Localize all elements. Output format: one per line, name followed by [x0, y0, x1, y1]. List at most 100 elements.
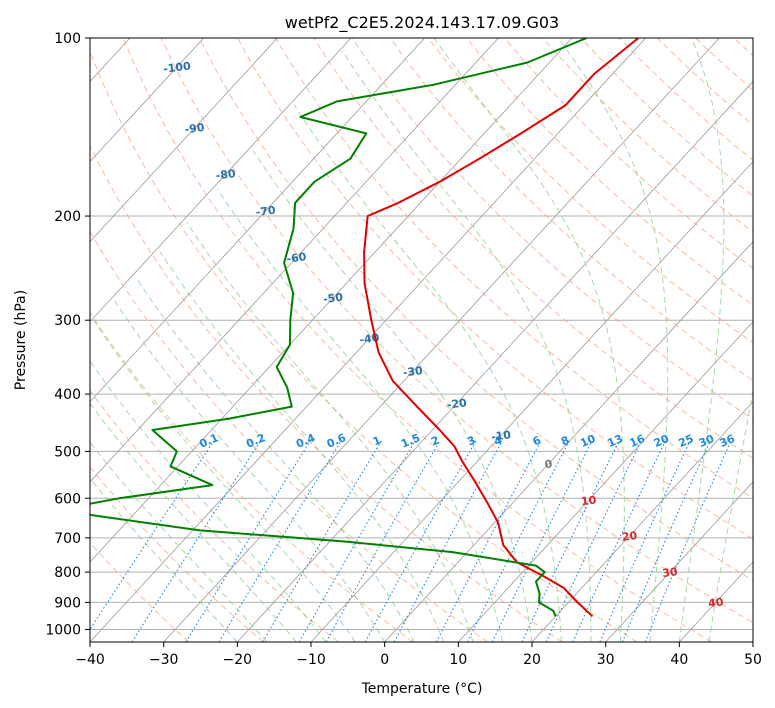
y-tick-label: 900: [54, 595, 81, 611]
temperature-profile-line: [363, 38, 639, 618]
mixing-ratio-label: 30: [697, 432, 716, 450]
moist-adiabat: [433, 38, 625, 642]
moist-adiabat: [186, 222, 474, 642]
mixing-ratio-label: 36: [718, 432, 737, 450]
mixing-ratio-line: [599, 440, 691, 642]
isotherm-label: -100: [162, 59, 191, 75]
dry-adiabat: [542, 38, 753, 233]
x-tick-label: −10: [296, 652, 326, 668]
y-tick-label: 600: [54, 491, 81, 507]
isotherm-label: -60: [286, 250, 308, 265]
y-tick-label: 200: [54, 209, 81, 225]
line-labels: 0.1 0.2 0.4 0.6 1 1.5 2 3 4 6 8 10 13 16 20 25 30 36-100-…: [162, 59, 737, 610]
moist-adiabat: [293, 105, 562, 642]
dry-adiabat: [504, 38, 753, 269]
y-axis-title: Pressure (hPa): [13, 290, 29, 390]
mixing-ratio-label: 0.1: [197, 431, 220, 451]
dry-adiabat: [90, 541, 190, 642]
mixing-ratio-line: [467, 440, 570, 642]
mixing-ratio-label: 2: [429, 434, 441, 449]
mixing-ratio-label: 0.6: [325, 431, 348, 451]
isotherm-line: [163, 38, 720, 642]
isotherm-label: -90: [184, 121, 206, 136]
isotherm-line: [752, 641, 753, 642]
mixing-ratio-label: 10: [578, 432, 597, 450]
dry-adiabat: [90, 49, 638, 642]
mixing-ratio-label: 0.4: [294, 431, 317, 451]
dry-adiabat: [275, 38, 753, 499]
dry-adiabat: [237, 38, 753, 540]
isotherm-line: [90, 38, 278, 243]
mixing-ratio-line: [364, 440, 477, 642]
isotherm-line: [90, 38, 499, 483]
dry-adiabat: [427, 38, 753, 344]
mixing-ratio-label: 13: [606, 432, 625, 450]
moist-adiabat: [341, 50, 592, 642]
isotherm-label: 20: [621, 529, 638, 544]
x-tick-label: 50: [744, 652, 762, 668]
dry-adiabat: [656, 38, 753, 126]
mixing-ratio-label: 20: [652, 432, 671, 450]
isotherm-label: -20: [446, 396, 468, 411]
isotherm-label: 40: [707, 595, 724, 610]
dry-adiabat: [90, 466, 264, 642]
isotherm-line: [90, 38, 425, 403]
mixing-ratio-line: [218, 440, 342, 642]
dry-adiabat: [313, 38, 753, 459]
x-tick-label: −30: [149, 652, 179, 668]
isotherm-line: [384, 241, 753, 642]
dry-adiabat: [90, 230, 488, 642]
mixing-ratio-line: [262, 440, 382, 642]
dewpoint-profile-line: [90, 38, 588, 617]
moist-adiabat: [217, 188, 503, 642]
isotherm-line: [531, 401, 753, 642]
mixing-ratio-line: [90, 440, 215, 631]
x-tick-label: −20: [223, 652, 253, 668]
dry-adiabat: [389, 38, 753, 382]
mixing-ratio-line: [491, 440, 593, 642]
moist-adiabat: [90, 360, 327, 642]
mixing-ratio-line: [644, 440, 732, 642]
moist-adiabat: [90, 402, 297, 642]
isotherm-line: [90, 38, 646, 642]
y-tick-label: 400: [54, 387, 81, 403]
y-tick-label: 700: [54, 531, 81, 547]
mixing-ratio-label: 1.5: [399, 431, 422, 451]
isotherm-line: [605, 481, 753, 642]
mixing-ratio-line: [325, 440, 441, 642]
moist-adiabat: [708, 388, 753, 642]
isotherm-line: [90, 38, 204, 163]
moist-adiabat: [159, 251, 445, 642]
dry-adiabat: [90, 389, 339, 642]
mixing-ratio-label: 16: [628, 432, 647, 450]
mixing-ratio-line: [131, 440, 261, 642]
isotherm-line: [679, 561, 753, 642]
axis-ticks: −40 −30 −20 −10 0 10 20 30 40 5010020030040050060…: [45, 31, 762, 668]
isotherm-line: [90, 38, 352, 323]
x-tick-label: 40: [670, 652, 688, 668]
mixing-ratio-label: 25: [676, 432, 695, 450]
chart-title: wetPf2_C2E5.2024.143.17.09.G03: [285, 13, 559, 33]
isotherm-label: 0: [544, 457, 554, 471]
mixing-ratio-line: [621, 440, 711, 642]
isotherm-label: -80: [215, 167, 237, 182]
dry-adiabat: [90, 144, 563, 642]
y-tick-label: 500: [54, 444, 81, 460]
x-tick-label: 30: [597, 652, 615, 668]
y-tick-label: 300: [54, 313, 81, 329]
mixing-ratio-line: [185, 440, 311, 642]
background-lines: [90, 38, 753, 642]
y-tick-label: 100: [54, 31, 81, 47]
mixing-ratio-label: 0.2: [244, 431, 267, 451]
isotherm-line: [90, 38, 573, 563]
moist-adiabat: [93, 319, 356, 642]
dry-adiabat: [351, 38, 753, 420]
y-tick-label: 1000: [45, 622, 81, 638]
mixing-ratio-line: [572, 440, 666, 642]
moist-adiabat: [557, 38, 669, 642]
profile-series: [90, 38, 639, 618]
dry-adiabat: [160, 38, 753, 624]
isotherm-line: [237, 80, 753, 642]
x-tick-label: 20: [523, 652, 541, 668]
